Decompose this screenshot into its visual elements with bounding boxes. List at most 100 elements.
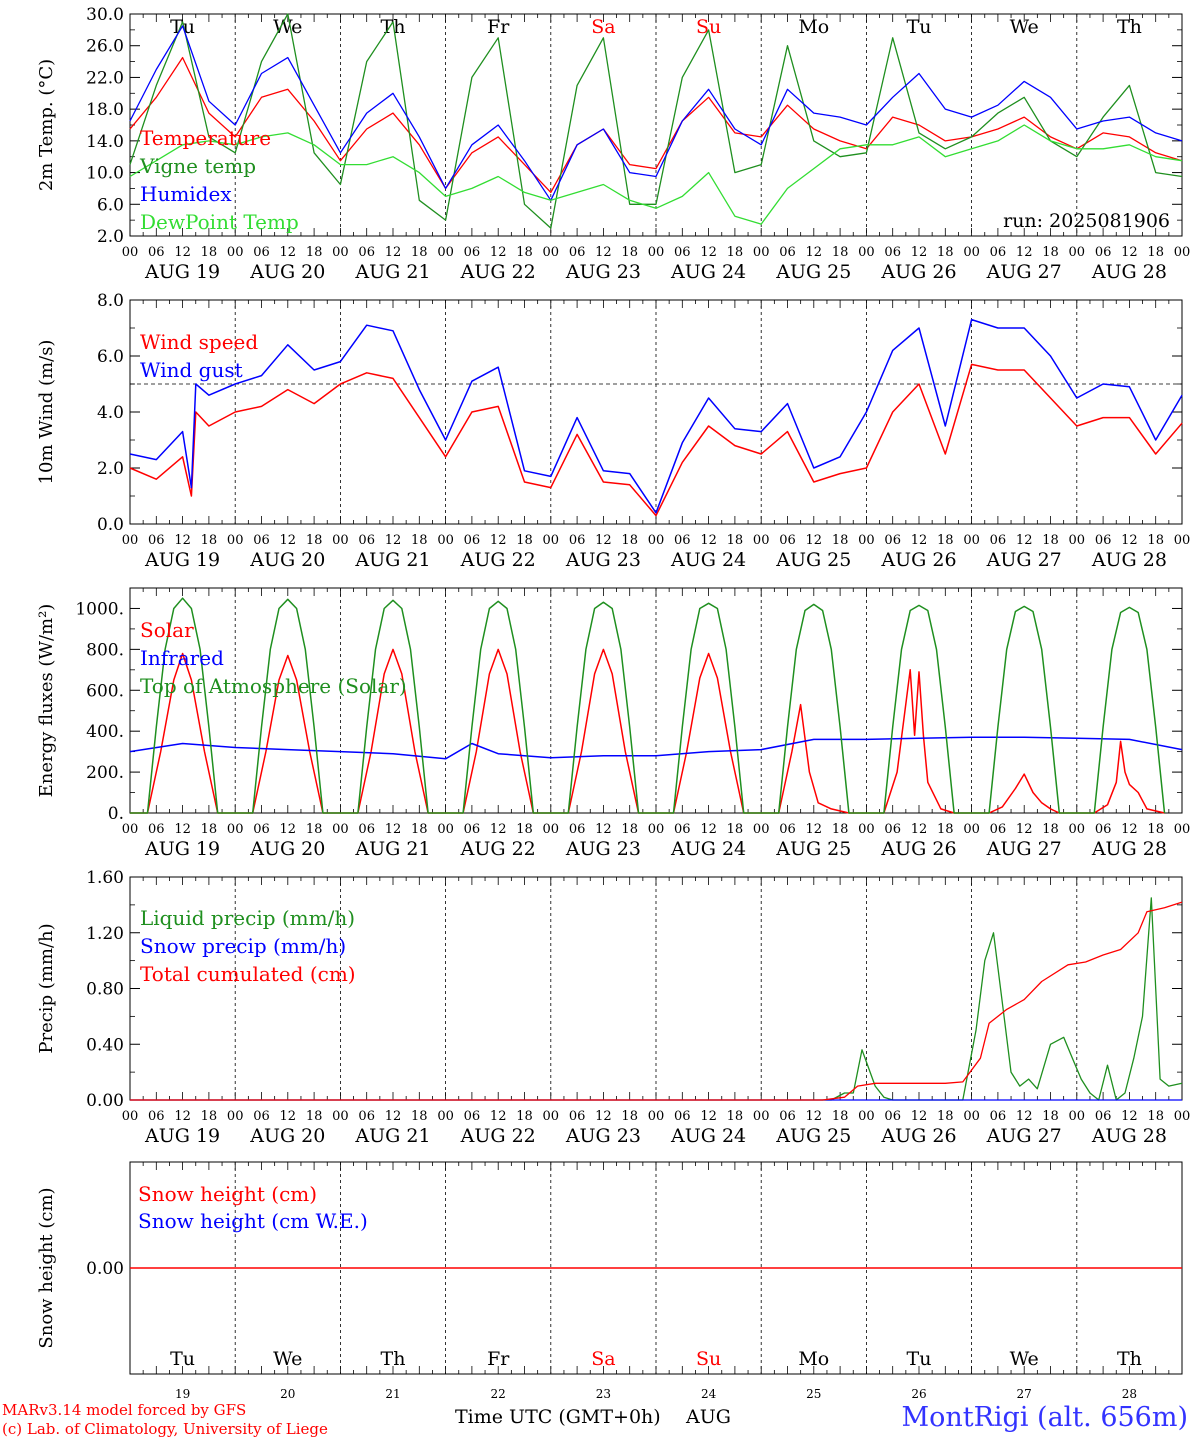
hour-tick-label: 18 <box>306 245 323 260</box>
hour-tick-label: 06 <box>674 822 691 837</box>
hour-tick-label: 12 <box>1121 245 1138 260</box>
y-tick-label: 14.0 <box>86 132 124 152</box>
legend-entry: Snow precip (mm/h) <box>140 934 346 958</box>
hour-tick-label: 00 <box>1174 533 1191 548</box>
series-line <box>129 318 1183 514</box>
y-tick-label: 6.0 <box>97 347 124 367</box>
hour-tick-label: 18 <box>621 1109 638 1124</box>
y-tick-label: 0.0 <box>97 515 124 535</box>
hour-tick-label: 00 <box>1174 1109 1191 1124</box>
hour-tick-label: 12 <box>911 533 928 548</box>
day-label: AUG 21 <box>354 261 430 283</box>
hour-tick-label: 00 <box>332 1109 349 1124</box>
hour-tick-label: 12 <box>174 1109 191 1124</box>
series-line <box>129 13 1183 229</box>
y-tick-label: 1.60 <box>86 868 124 888</box>
hour-tick-label: 06 <box>990 822 1007 837</box>
hour-tick-label: 18 <box>832 1109 849 1124</box>
hour-tick-label: 06 <box>569 533 586 548</box>
hour-tick-label: 18 <box>201 533 218 548</box>
weekday-label: Th <box>381 16 406 38</box>
y-tick-label: 2.0 <box>97 459 124 479</box>
hour-tick-label: 18 <box>1147 1109 1164 1124</box>
series-line <box>129 363 1183 517</box>
hour-tick-label: 12 <box>280 1109 297 1124</box>
hour-tick-label: 06 <box>253 245 270 260</box>
day-label: AUG 19 <box>144 1125 220 1147</box>
weekday-label: We <box>273 16 302 38</box>
legend-entry: DewPoint Temp <box>140 210 299 234</box>
legend-entry: Wind gust <box>140 358 243 382</box>
hour-tick-label: 06 <box>358 1109 375 1124</box>
hour-tick-label: 12 <box>1016 822 1033 837</box>
hour-tick-label: 18 <box>201 245 218 260</box>
day-number: 21 <box>385 1387 400 1401</box>
y-axis-label: 2m Temp. (°C) <box>36 59 57 191</box>
day-label: AUG 24 <box>670 1125 746 1147</box>
weekday-label: Su <box>696 1348 721 1370</box>
hour-tick-label: 18 <box>621 245 638 260</box>
y-tick-label: 18.0 <box>86 100 124 120</box>
hour-tick-label: 12 <box>595 533 612 548</box>
hour-tick-label: 06 <box>569 1109 586 1124</box>
hour-tick-label: 00 <box>227 245 244 260</box>
hour-tick-label: 00 <box>648 1109 665 1124</box>
hour-tick-label: 00 <box>753 822 770 837</box>
hour-tick-label: 06 <box>358 822 375 837</box>
hour-tick-label: 00 <box>122 1109 139 1124</box>
hour-tick-label: 06 <box>1095 245 1112 260</box>
day-label: AUG 22 <box>460 1125 536 1147</box>
plot-frame <box>129 299 1183 525</box>
hour-tick-label: 00 <box>753 1109 770 1124</box>
hour-tick-label: 00 <box>122 822 139 837</box>
hour-tick-label: 18 <box>832 533 849 548</box>
day-label: AUG 19 <box>144 838 220 860</box>
hour-tick-label: 00 <box>963 533 980 548</box>
y-tick-label: 30.0 <box>86 5 124 25</box>
day-label: AUG 26 <box>880 549 956 571</box>
y-tick-label: 8.0 <box>97 291 124 311</box>
hour-tick-label: 12 <box>700 822 717 837</box>
day-label: AUG 19 <box>144 549 220 571</box>
day-label: AUG 27 <box>986 549 1062 571</box>
hour-tick-label: 18 <box>411 822 428 837</box>
series-line <box>129 25 1183 201</box>
hour-tick-label: 00 <box>332 533 349 548</box>
day-label: AUG 24 <box>670 261 746 283</box>
hour-tick-label: 06 <box>148 1109 165 1124</box>
hour-tick-label: 06 <box>464 245 481 260</box>
hour-tick-label: 12 <box>385 1109 402 1124</box>
hour-tick-label: 00 <box>858 245 875 260</box>
y-tick-label: 800. <box>86 640 124 660</box>
legend-entry: Liquid precip (mm/h) <box>140 906 355 930</box>
day-label: AUG 22 <box>460 261 536 283</box>
hour-tick-label: 00 <box>858 822 875 837</box>
hour-tick-label: 12 <box>1121 822 1138 837</box>
day-number: 20 <box>280 1387 295 1401</box>
hour-tick-label: 06 <box>464 1109 481 1124</box>
hour-tick-label: 18 <box>516 1109 533 1124</box>
day-label: AUG 21 <box>354 838 430 860</box>
hour-tick-label: 18 <box>1042 822 1059 837</box>
day-label: AUG 23 <box>565 261 641 283</box>
hour-tick-label: 12 <box>385 822 402 837</box>
hour-tick-label: 00 <box>858 1109 875 1124</box>
hour-tick-label: 06 <box>884 1109 901 1124</box>
hour-tick-label: 00 <box>648 822 665 837</box>
hour-tick-label: 18 <box>306 1109 323 1124</box>
series-line <box>130 648 1165 814</box>
hour-tick-label: 12 <box>174 822 191 837</box>
y-tick-label: 600. <box>86 681 124 701</box>
weekday-label: Tu <box>907 16 932 38</box>
hour-tick-label: 06 <box>253 1109 270 1124</box>
day-label: AUG 28 <box>1091 261 1167 283</box>
hour-tick-label: 06 <box>148 533 165 548</box>
hour-tick-label: 00 <box>753 533 770 548</box>
hour-tick-label: 18 <box>727 245 744 260</box>
series-line <box>130 901 1183 1101</box>
legend-entry: Snow height (cm W.E.) <box>138 1209 368 1233</box>
day-label: AUG 22 <box>460 838 536 860</box>
hour-tick-label: 18 <box>1042 245 1059 260</box>
month-label: AUG <box>686 1406 731 1428</box>
hour-tick-label: 12 <box>490 822 507 837</box>
